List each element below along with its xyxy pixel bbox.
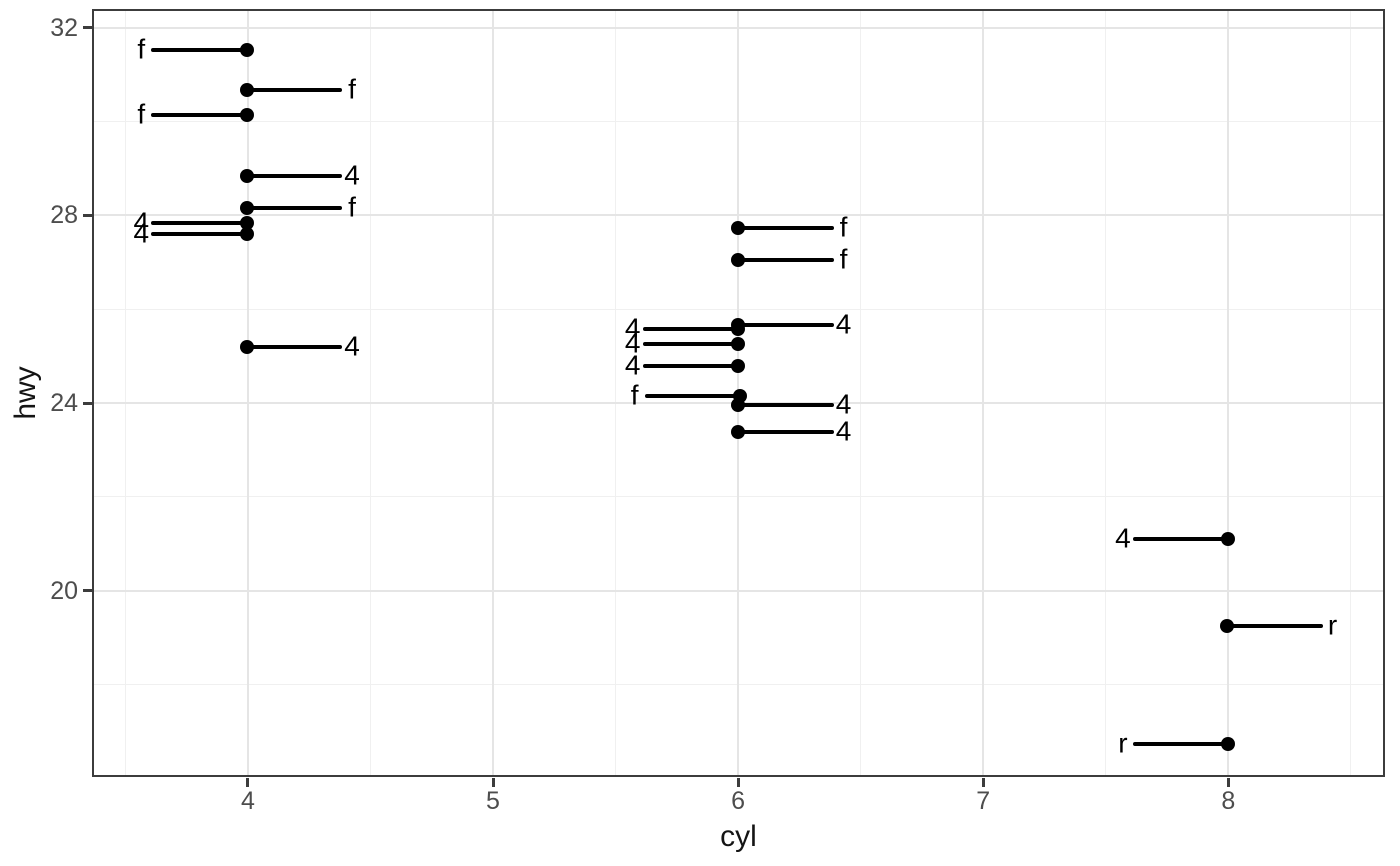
y-tick-label: 20 (50, 576, 78, 605)
gridline-major-horizontal (92, 214, 1385, 217)
x-axis-tick (981, 778, 985, 787)
x-axis-tick (491, 778, 495, 787)
data-point (731, 336, 746, 351)
label-segment (246, 88, 343, 93)
label-segment (246, 173, 343, 178)
point-label: f (839, 211, 848, 243)
gridline-minor-vertical (615, 9, 617, 777)
label-segment (1227, 623, 1323, 628)
data-point (239, 226, 254, 241)
gridline-minor-vertical (124, 9, 126, 777)
point-label: 4 (344, 330, 360, 362)
point-label: 4 (835, 308, 852, 340)
x-axis-tick (736, 778, 740, 787)
gridline-major-horizontal (92, 589, 1385, 592)
data-point (239, 107, 254, 122)
label-segment (738, 403, 834, 408)
label-segment (738, 429, 834, 434)
gridline-minor-vertical (1105, 9, 1107, 777)
gridline-major-horizontal (92, 26, 1385, 29)
data-point (239, 340, 254, 355)
label-segment (1132, 537, 1229, 542)
point-label: 4 (835, 415, 852, 447)
data-point (239, 42, 254, 57)
label-segment (642, 364, 739, 369)
data-point (731, 252, 746, 267)
gridline-minor-vertical (1350, 9, 1352, 777)
point-label: f (348, 191, 356, 223)
x-axis-tick (1226, 778, 1230, 787)
x-axis-tick (246, 778, 250, 787)
point-label: f (630, 379, 639, 411)
label-segment (246, 345, 343, 350)
gridline-minor-vertical (860, 9, 862, 777)
x-tick-label: 8 (1221, 787, 1236, 815)
data-point (239, 215, 254, 230)
gridline-major-vertical (982, 9, 985, 777)
point-label: f (839, 242, 848, 274)
point-label: 4 (624, 312, 641, 344)
point-label: r (1327, 609, 1338, 641)
gridline-major-vertical (1227, 9, 1230, 777)
data-point (239, 200, 254, 215)
label-segment (151, 231, 247, 236)
label-segment (1132, 741, 1229, 746)
y-tick-label: 32 (50, 13, 78, 42)
point-label: r (1118, 727, 1128, 759)
x-tick-label: 7 (976, 787, 991, 815)
label-segment (644, 393, 741, 398)
data-point (731, 321, 746, 336)
x-tick-label: 6 (731, 787, 746, 815)
point-label: 4 (133, 217, 150, 249)
label-segment (151, 220, 247, 225)
y-axis-tick (83, 589, 92, 593)
y-axis-tick (83, 401, 92, 405)
point-label: 4 (344, 158, 360, 190)
point-label: 4 (835, 388, 852, 420)
data-point (1220, 618, 1235, 633)
y-axis-tick (83, 213, 92, 217)
label-segment (738, 225, 834, 230)
data-point (1221, 736, 1236, 751)
label-segment (738, 257, 834, 262)
x-tick-label: 5 (486, 787, 500, 815)
label-segment (642, 341, 739, 346)
y-tick-label: 28 (50, 201, 78, 230)
point-label: f (137, 97, 146, 129)
data-point (731, 398, 746, 413)
label-segment (642, 326, 739, 331)
data-point (731, 424, 746, 439)
point-label: 4 (624, 349, 641, 381)
point-label: 4 (624, 327, 641, 359)
label-segment (246, 205, 343, 210)
point-label: f (348, 73, 356, 105)
label-segment (738, 322, 834, 327)
label-segment (151, 112, 247, 117)
label-segment (151, 47, 247, 52)
point-label: 4 (1115, 522, 1131, 554)
gridline-minor-vertical (369, 9, 371, 777)
data-point (239, 83, 254, 98)
x-axis-title: cyl (720, 820, 757, 853)
gridline-major-vertical (246, 9, 249, 777)
data-point (731, 220, 746, 235)
data-point (239, 168, 254, 183)
y-tick-label: 24 (50, 389, 78, 418)
y-axis-tick (83, 26, 92, 30)
gridline-major-vertical (492, 9, 494, 777)
x-tick-label: 4 (240, 787, 255, 815)
y-axis-title: hwy (9, 366, 42, 420)
data-point (731, 359, 746, 374)
data-point (1221, 532, 1236, 547)
point-label: 4 (133, 206, 150, 238)
point-label: f (137, 33, 146, 65)
